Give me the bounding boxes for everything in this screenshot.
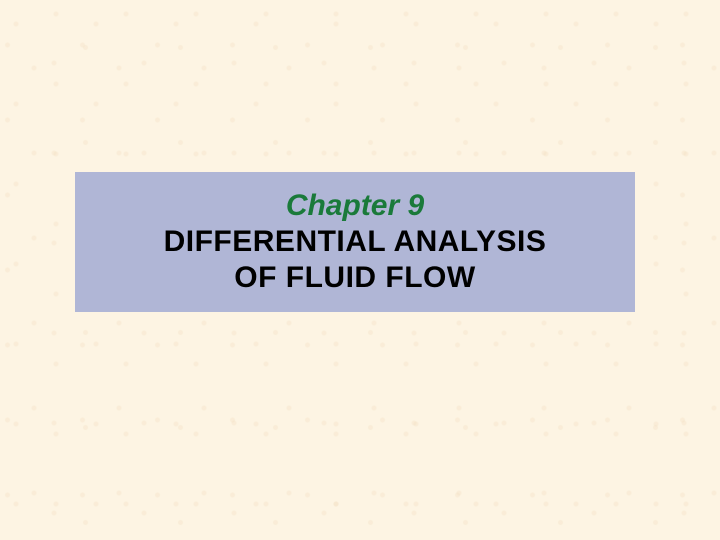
title-line-1: DIFFERENTIAL ANALYSIS	[164, 224, 547, 260]
title-line-2: OF FLUID FLOW	[234, 260, 475, 296]
title-box: Chapter 9 DIFFERENTIAL ANALYSIS OF FLUID…	[75, 172, 635, 312]
chapter-label: Chapter 9	[286, 188, 424, 224]
